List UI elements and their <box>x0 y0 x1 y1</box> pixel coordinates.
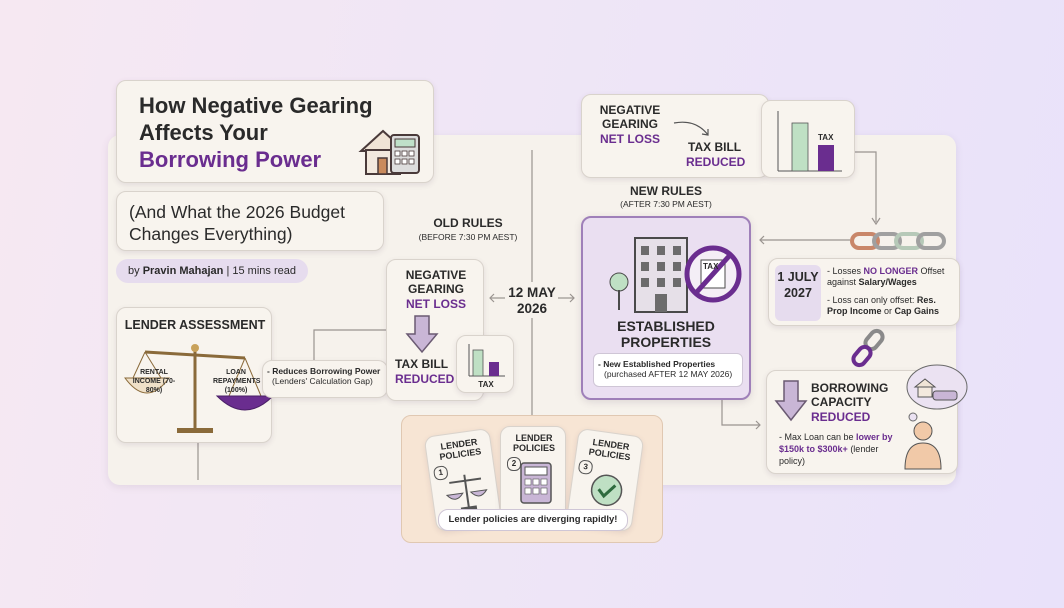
scale-icon <box>124 344 275 433</box>
text: (lender policy) <box>779 444 879 466</box>
person-thought-icon <box>904 364 968 470</box>
policy-title: LENDER POLICIES <box>512 433 555 453</box>
policy-title: LENDER POLICIES <box>438 436 482 462</box>
borrowing-point: - Max Loan can be lower by $150k to $300… <box>779 431 899 467</box>
emphasis: lower by $150k to $300k+ <box>779 432 893 454</box>
text: - Loss can only offset: <box>827 295 917 305</box>
policy-card: LENDER POLICIES 2 <box>500 426 566 524</box>
established-title: ESTABLISHED PROPERTIES <box>617 318 715 350</box>
old-rules-label: OLD RULES <box>433 216 503 230</box>
text: Offset against <box>827 266 945 287</box>
icon-label: TAX <box>703 262 719 271</box>
lender-note: - Reduces Borrowing Power (Lenders' Calc… <box>262 360 388 398</box>
card-text: TAX BILL <box>395 357 449 371</box>
text: - Max Loan can be <box>779 432 857 442</box>
lender-policies-panel: LENDER POLICIES 1 LENDER POLICIES 2 LEND… <box>401 415 663 543</box>
old-rules-card: NEGATIVE GEARING NET LOSS TAX BILL REDUC… <box>386 259 484 401</box>
card-highlight: REDUCED <box>686 155 746 169</box>
title-card: How Negative Gearing Affects Your Borrow… <box>116 80 434 183</box>
house-calculator-icon <box>358 129 420 175</box>
card-highlight: REDUCED <box>395 372 455 386</box>
scale-icon <box>445 474 488 512</box>
loan-repayments-label: LOAN REPAYMENTS (100%) <box>213 369 261 394</box>
july-point: - Loss can only offset: Res. Prop Income… <box>827 295 957 317</box>
curved-arrow <box>673 121 709 136</box>
policy-title: LENDER POLICIES <box>588 436 632 463</box>
down-arrow <box>774 380 808 422</box>
emphasis: Cap Gains <box>894 306 940 316</box>
old-tax-chart: TAX <box>456 335 514 393</box>
july-date: 1 JULY 2027 <box>775 265 821 321</box>
card-text: NEGATIVE GEARING <box>405 268 467 296</box>
note-detail: (purchased AFTER 12 MAY 2026) <box>604 369 733 379</box>
established-note: - New Established Properties (purchased … <box>593 353 743 387</box>
policy-card: LENDER POLICIES 3 <box>565 427 645 533</box>
card-text: NEGATIVE GEARING <box>599 103 661 131</box>
established-card: TAX ESTABLISHED PROPERTIES - New Establi… <box>581 216 751 400</box>
borrowing-card: BORROWING CAPACITY REDUCED - Max Loan ca… <box>766 364 968 474</box>
note: - New Established Properties <box>598 359 716 369</box>
title-line: How Negative Gearing <box>139 93 373 118</box>
emphasis: Res. Prop Income <box>827 295 936 316</box>
text: or <box>881 306 895 316</box>
old-rules-sublabel: (BEFORE 7:30 PM AEST) <box>418 232 518 242</box>
note: - Reduces Borrowing Power <box>267 366 381 376</box>
card-highlight: NET LOSS <box>405 297 466 311</box>
policy-card: LENDER POLICIES 1 <box>423 427 503 533</box>
emphasis: NO LONGER <box>863 266 919 276</box>
title-highlight: Borrowing Power <box>139 147 322 172</box>
lender-assessment-card: LENDER ASSESSMENT RENTAL INCOME (70-80%)… <box>116 307 275 443</box>
chart-label: TAX <box>478 380 494 389</box>
policy-number: 2 <box>507 457 521 471</box>
chain-icon <box>850 232 946 250</box>
new-rules-sublabel: (AFTER 7:30 PM AEST) <box>620 199 712 209</box>
july-card: 1 JULY 2027 - Losses NO LONGER Offset ag… <box>768 258 960 326</box>
card-highlight: NET LOSS <box>600 132 661 146</box>
broken-link-icon <box>851 328 885 368</box>
check-icon <box>590 474 623 507</box>
top-card: NEGATIVE GEARING NET LOSS TAX BILL REDUC… <box>581 94 769 178</box>
borrowing-title: BORROWING CAPACITY <box>811 381 889 409</box>
subtitle: (And What the 2026 Budget Changes Everyt… <box>129 202 345 244</box>
card-text: TAX BILL <box>688 140 742 154</box>
mini-chart <box>468 344 505 377</box>
building-icon <box>609 237 742 313</box>
mini-chart <box>777 111 842 172</box>
borrowing-highlight: REDUCED <box>811 410 871 424</box>
chart-label: TAX <box>818 133 834 142</box>
july-point: - Losses NO LONGER Offset against Salary… <box>827 266 957 288</box>
byline-prefix: by <box>128 265 140 277</box>
byline: by Pravin Mahajan | 15 mins read <box>116 259 308 283</box>
policies-banner: Lender policies are diverging rapidly! <box>438 509 628 531</box>
subtitle-card: (And What the 2026 Budget Changes Everyt… <box>116 191 384 251</box>
calculator-icon <box>520 462 552 504</box>
down-arrow <box>405 315 439 354</box>
rental-income-label: RENTAL INCOME (70-80%) <box>132 369 176 394</box>
byline-author: Pravin Mahajan <box>142 265 224 277</box>
lender-assessment-title: LENDER ASSESSMENT <box>124 318 266 332</box>
text: - Losses <box>827 266 864 276</box>
top-tax-chart: TAX <box>761 100 855 178</box>
byline-meta: | 15 mins read <box>226 265 296 277</box>
emphasis: Salary/Wages <box>858 277 917 287</box>
title-line: Affects Your <box>139 120 268 145</box>
date-label: 12 MAY 2026 <box>506 285 558 317</box>
new-rules-label: NEW RULES <box>630 184 702 198</box>
note-detail: (Lenders' Calculation Gap) <box>272 376 373 386</box>
